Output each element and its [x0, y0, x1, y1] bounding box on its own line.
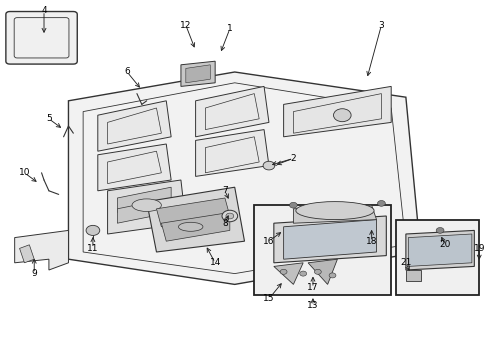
Text: 11: 11 — [87, 244, 99, 253]
Circle shape — [377, 201, 385, 206]
Polygon shape — [117, 187, 171, 212]
Polygon shape — [161, 212, 229, 241]
Polygon shape — [195, 86, 268, 137]
Polygon shape — [405, 270, 420, 281]
Bar — [395, 220, 478, 295]
Polygon shape — [15, 230, 68, 270]
Text: 12: 12 — [180, 21, 191, 30]
Polygon shape — [146, 187, 244, 252]
Text: 7: 7 — [222, 186, 227, 195]
Ellipse shape — [132, 199, 161, 211]
Polygon shape — [156, 198, 229, 227]
Polygon shape — [405, 230, 473, 270]
Polygon shape — [68, 72, 420, 284]
Polygon shape — [181, 61, 215, 86]
Polygon shape — [283, 86, 390, 137]
Text: 10: 10 — [19, 168, 30, 177]
Text: 9: 9 — [31, 269, 37, 278]
Text: 1: 1 — [226, 24, 232, 33]
Text: 18: 18 — [365, 237, 377, 246]
Circle shape — [225, 213, 233, 219]
Circle shape — [333, 109, 350, 122]
Text: 8: 8 — [222, 219, 227, 228]
Polygon shape — [407, 234, 471, 266]
Circle shape — [222, 210, 237, 222]
Circle shape — [86, 225, 100, 235]
Text: 3: 3 — [378, 21, 384, 30]
Circle shape — [328, 273, 335, 278]
Text: 14: 14 — [209, 258, 221, 267]
Text: 19: 19 — [472, 244, 484, 253]
Text: 5: 5 — [46, 114, 52, 123]
Text: 17: 17 — [306, 284, 318, 292]
Polygon shape — [283, 220, 376, 259]
Text: 15: 15 — [263, 294, 274, 303]
Circle shape — [263, 161, 274, 170]
Text: 6: 6 — [124, 68, 130, 77]
Circle shape — [314, 269, 321, 274]
Polygon shape — [107, 180, 185, 234]
Polygon shape — [185, 65, 210, 83]
Bar — [254, 205, 390, 295]
Polygon shape — [20, 245, 34, 263]
Ellipse shape — [295, 202, 373, 220]
Text: 16: 16 — [263, 237, 274, 246]
Circle shape — [299, 271, 306, 276]
Text: 13: 13 — [306, 302, 318, 310]
Ellipse shape — [178, 222, 203, 231]
Circle shape — [435, 228, 443, 233]
Circle shape — [289, 202, 297, 208]
Polygon shape — [117, 198, 171, 223]
Polygon shape — [98, 144, 171, 191]
Polygon shape — [98, 101, 171, 151]
Polygon shape — [307, 259, 337, 284]
Polygon shape — [195, 130, 268, 176]
Polygon shape — [273, 263, 303, 284]
FancyBboxPatch shape — [6, 12, 77, 64]
Text: 20: 20 — [438, 240, 450, 249]
Polygon shape — [293, 205, 376, 223]
Text: 4: 4 — [41, 6, 47, 15]
Text: 2: 2 — [290, 154, 296, 163]
Polygon shape — [273, 216, 386, 263]
Circle shape — [280, 269, 286, 274]
Text: 21: 21 — [399, 258, 411, 267]
